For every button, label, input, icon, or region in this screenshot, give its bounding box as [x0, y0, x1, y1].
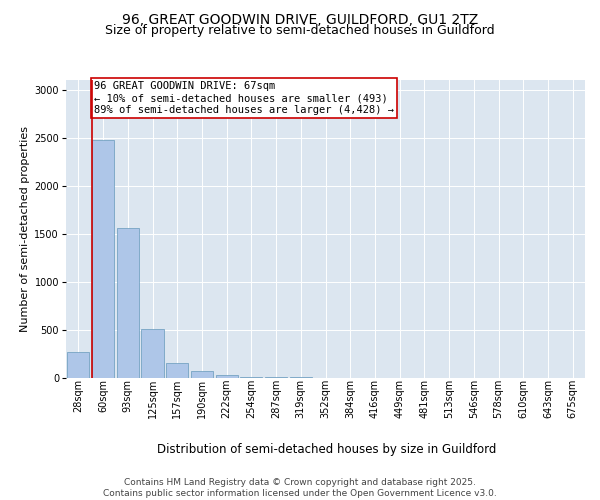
Bar	[92, 140, 114, 378]
Text: Distribution of semi-detached houses by size in Guildford: Distribution of semi-detached houses by …	[157, 442, 497, 456]
Text: 96 GREAT GOODWIN DRIVE: 67sqm
← 10% of semi-detached houses are smaller (493)
89: 96 GREAT GOODWIN DRIVE: 67sqm ← 10% of s…	[94, 82, 394, 114]
Bar	[215, 375, 238, 378]
Bar	[166, 363, 188, 378]
Text: Contains HM Land Registry data © Crown copyright and database right 2025.
Contai: Contains HM Land Registry data © Crown c…	[103, 478, 497, 498]
Text: 96, GREAT GOODWIN DRIVE, GUILDFORD, GU1 2TZ: 96, GREAT GOODWIN DRIVE, GUILDFORD, GU1 …	[122, 12, 478, 26]
Y-axis label: Number of semi-detached properties: Number of semi-detached properties	[20, 126, 30, 332]
Bar	[116, 228, 139, 378]
Text: Size of property relative to semi-detached houses in Guildford: Size of property relative to semi-detach…	[105, 24, 495, 37]
Bar	[142, 328, 164, 378]
Bar	[191, 372, 213, 378]
Bar	[67, 352, 89, 378]
Bar	[240, 376, 262, 378]
